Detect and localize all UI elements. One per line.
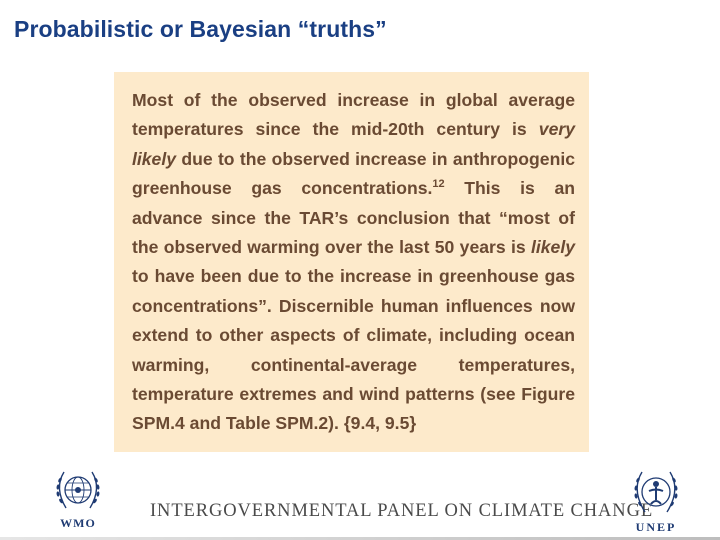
quote-emphasis-very-likely: very likely [132,119,575,169]
unep-logo: UNEP [618,466,694,536]
footnote-marker: 12 [432,178,445,191]
bottom-rule [0,537,720,540]
quote-part-3: This is an advance since the TAR’s concl… [132,178,575,258]
organization-name: INTERGOVERNMENTAL PANEL ON CLIMATE CHANG… [150,500,654,522]
quote-emphasis-likely: likely [530,237,575,258]
wmo-logo: WMO [40,466,116,532]
unep-emblem-icon [634,471,678,513]
quote-part-4: to have been due to the increase in gree… [132,266,575,434]
wmo-label: WMO [60,516,96,530]
quote-part-1: Most of the observed increase in global … [132,90,575,140]
wmo-emblem-icon [56,471,100,509]
quote-text: Most of the observed increase in global … [132,86,575,439]
unep-label: UNEP [635,520,677,534]
quote-part-2: due to the observed increase in anthropo… [132,148,575,199]
slide-title: Probabilistic or Bayesian “truths” [14,16,387,42]
quote-box: Most of the observed increase in global … [114,72,589,452]
